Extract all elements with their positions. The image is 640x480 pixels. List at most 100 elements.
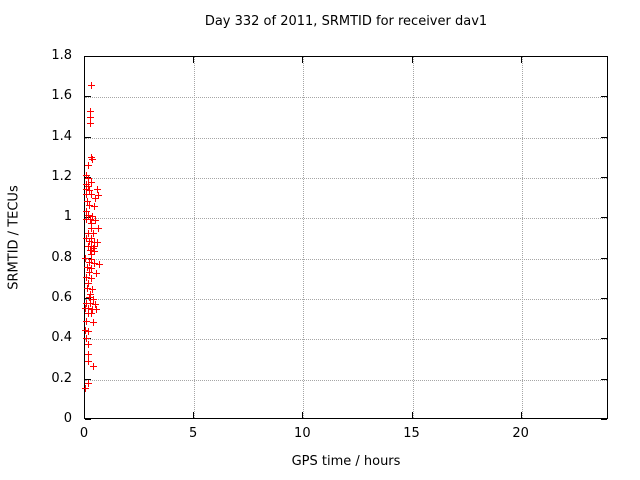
axis-tick-y xyxy=(85,136,91,138)
data-point-marker xyxy=(93,185,101,193)
data-point-marker xyxy=(91,243,99,251)
chart-title: Day 332 of 2011, SRMTID for receiver dav… xyxy=(204,14,488,29)
y-tick-label: 1.4 xyxy=(51,128,72,144)
data-point-marker xyxy=(87,299,95,307)
data-point-marker xyxy=(86,216,94,224)
data-point-marker xyxy=(89,156,97,164)
data-point-marker xyxy=(85,379,93,387)
axis-tick-x xyxy=(520,412,522,418)
x-tick-label: 15 xyxy=(403,426,420,441)
axis-tick-y xyxy=(601,419,607,420)
data-point-marker xyxy=(84,211,92,219)
axis-tick-x xyxy=(302,57,304,63)
data-point-marker xyxy=(84,341,92,349)
data-point-marker xyxy=(83,197,91,205)
data-point-marker xyxy=(85,269,93,277)
data-point-marker xyxy=(84,162,92,170)
data-point-marker xyxy=(89,230,97,238)
data-point-marker xyxy=(87,114,95,121)
data-point-marker xyxy=(92,305,100,313)
gridline-horizontal xyxy=(85,299,607,300)
axis-tick-y xyxy=(85,338,91,340)
data-point-marker xyxy=(81,327,89,335)
data-point-marker xyxy=(82,235,90,242)
data-point-marker xyxy=(87,81,95,89)
data-point-marker xyxy=(83,264,91,272)
axis-tick-y xyxy=(85,298,91,299)
data-point-marker xyxy=(92,194,100,202)
gridline-vertical xyxy=(412,57,414,418)
data-point-marker xyxy=(82,180,90,188)
gridline-vertical xyxy=(194,57,196,418)
gridline-vertical xyxy=(521,57,523,418)
y-tick-label: 1.2 xyxy=(51,169,72,184)
y-tick-label: 0.2 xyxy=(51,370,72,386)
axis-tick-x xyxy=(84,57,85,63)
gridline-horizontal xyxy=(85,379,607,381)
data-point-marker xyxy=(88,224,96,232)
data-point-marker xyxy=(85,280,93,288)
gridline-horizontal xyxy=(85,218,607,220)
axis-tick-y xyxy=(85,378,91,380)
axis-tick-y xyxy=(601,338,607,340)
data-point-marker xyxy=(93,239,101,247)
data-point-marker xyxy=(85,304,93,312)
data-point-marker xyxy=(92,216,100,224)
gridline-horizontal xyxy=(85,97,607,99)
axis-tick-x xyxy=(193,57,195,63)
axis-tick-x xyxy=(520,57,522,63)
y-tick-label: 1 xyxy=(63,209,72,225)
data-point-marker xyxy=(85,229,93,237)
y-tick-label: 0.4 xyxy=(51,330,72,346)
axis-tick-y xyxy=(601,177,607,178)
data-point-marker xyxy=(88,310,96,318)
data-point-marker xyxy=(82,334,90,342)
axis-tick-y xyxy=(601,298,607,299)
data-point-marker xyxy=(87,178,95,186)
axis-tick-y xyxy=(601,56,607,57)
data-point-marker xyxy=(90,318,98,326)
y-tick-label: 1.8 xyxy=(51,48,72,63)
gridline-horizontal xyxy=(85,137,607,139)
data-point-marker xyxy=(90,247,98,255)
y-axis-title: SRMTID / TECUs xyxy=(6,185,22,290)
data-point-marker xyxy=(91,300,99,308)
gridline-vertical xyxy=(303,57,305,418)
data-point-marker xyxy=(82,274,90,282)
y-tick-label: 0 xyxy=(63,411,72,426)
axis-tick-x xyxy=(193,412,195,418)
axis-tick-x xyxy=(302,412,304,418)
x-tick-label: 5 xyxy=(189,426,198,441)
data-point-marker xyxy=(85,238,93,246)
data-point-marker xyxy=(82,318,90,326)
y-tick-label: 0.8 xyxy=(51,249,72,265)
data-point-marker xyxy=(84,358,92,366)
data-point-marker xyxy=(89,305,97,313)
data-point-marker xyxy=(82,207,90,215)
data-point-marker xyxy=(90,363,98,371)
y-tick-label: 1.6 xyxy=(51,88,72,104)
data-point-marker xyxy=(88,190,96,198)
axis-tick-y xyxy=(601,378,607,380)
gridline-horizontal xyxy=(85,339,607,341)
data-point-marker xyxy=(82,215,90,223)
data-point-marker xyxy=(82,185,90,193)
data-point-marker xyxy=(88,265,96,273)
x-tick-label: 10 xyxy=(294,426,311,441)
data-point-marker xyxy=(85,182,93,190)
gridline-horizontal xyxy=(85,178,607,179)
data-point-marker xyxy=(88,212,96,220)
data-point-marker xyxy=(95,260,103,268)
data-point-marker xyxy=(89,295,97,303)
axis-tick-x xyxy=(84,412,85,418)
data-point-marker xyxy=(89,244,97,252)
data-point-marker xyxy=(84,350,92,358)
axis-tick-y xyxy=(85,419,91,420)
data-point-marker xyxy=(81,255,89,263)
data-point-marker xyxy=(87,275,95,283)
data-point-marker xyxy=(84,309,92,317)
axis-tick-x xyxy=(411,57,413,63)
data-point-marker xyxy=(85,294,93,302)
x-axis-title: GPS time / hours xyxy=(291,454,401,469)
